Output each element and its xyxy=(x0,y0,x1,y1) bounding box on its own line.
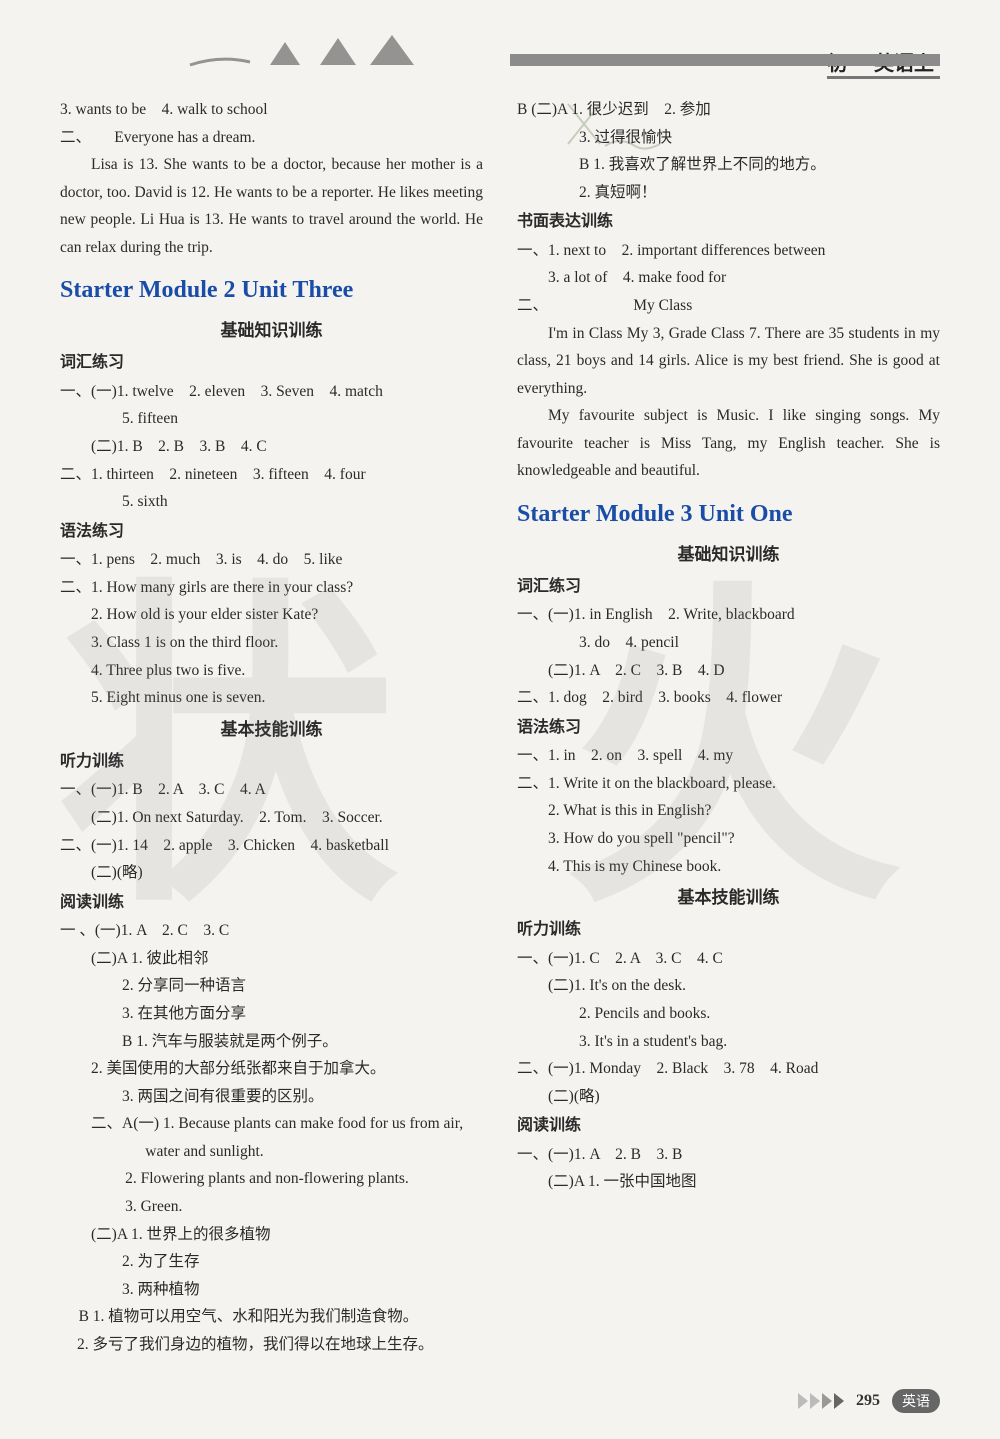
answer-line: 2. 为了生存 xyxy=(60,1248,483,1276)
essay-body: My favourite subject is Music. I like si… xyxy=(517,402,940,485)
answer-line: 2. 真短啊！ xyxy=(517,179,940,207)
answer-line: 3. 在其他方面分享 xyxy=(60,1000,483,1028)
answer-line: B 1. 我喜欢了解世界上不同的地方。 xyxy=(517,151,940,179)
answer-line: 2. Flowering plants and non-flowering pl… xyxy=(60,1165,483,1193)
answer-line: 二、1. Write it on the blackboard, please. xyxy=(517,770,940,798)
answer-line: 5. sixth xyxy=(60,488,483,516)
subsection-vocab: 词汇练习 xyxy=(517,573,940,601)
subsection-grammar: 语法练习 xyxy=(517,714,940,742)
answer-line: 二、A(一) 1. Because plants can make food f… xyxy=(60,1110,483,1165)
subsection-listening: 听力训练 xyxy=(60,748,483,776)
essay-body: I'm in Class My 3, Grade Class 7. There … xyxy=(517,320,940,403)
module-title: Starter Module 2 Unit Three xyxy=(60,269,483,312)
section-title: 基础知识训练 xyxy=(517,540,940,570)
answer-line: 一、1. pens 2. much 3. is 4. do 5. like xyxy=(60,546,483,574)
answer-line: 5. Eight minus one is seven. xyxy=(60,684,483,712)
page-footer: 295 英语 xyxy=(798,1389,940,1413)
answer-line: 二、1. thirteen 2. nineteen 3. fifteen 4. … xyxy=(60,461,483,489)
answer-line: (二)(略) xyxy=(60,859,483,887)
answer-line: B (二)A 1. 很少迟到 2. 参加 xyxy=(517,96,940,124)
answer-line: 二、(一)1. Monday 2. Black 3. 78 4. Road xyxy=(517,1055,940,1083)
answer-line: (二)1. B 2. B 3. B 4. C xyxy=(60,433,483,461)
answer-line: 3. 两国之间有很重要的区别。 xyxy=(60,1083,483,1111)
answer-line: 3. do 4. pencil xyxy=(517,629,940,657)
subsection-reading: 阅读训练 xyxy=(517,1112,940,1140)
answer-line: B 1. 汽车与服装就是两个例子。 xyxy=(60,1028,483,1056)
answer-line: (二)A 1. 世界上的很多植物 xyxy=(60,1221,483,1249)
answer-line: (二)1. A 2. C 3. B 4. D xyxy=(517,657,940,685)
subsection-vocab: 词汇练习 xyxy=(60,349,483,377)
answer-line: 二、(一)1. 14 2. apple 3. Chicken 4. basket… xyxy=(60,832,483,860)
answer-line: (二)A 1. 彼此相邻 xyxy=(60,945,483,973)
answer-line: (二)(略) xyxy=(517,1083,940,1111)
answer-line: 3. Class 1 is on the third floor. xyxy=(60,629,483,657)
page-number: 295 xyxy=(852,1392,884,1410)
answer-line: 3. How do you spell "pencil"? xyxy=(517,825,940,853)
answer-line: 一、(一)1. twelve 2. eleven 3. Seven 4. mat… xyxy=(60,378,483,406)
answer-line: 3. 两种植物 xyxy=(60,1276,483,1304)
answer-line: (二)A 1. 一张中国地图 xyxy=(517,1168,940,1196)
answer-line: 3. a lot of 4. make food for xyxy=(517,264,940,292)
subsection-writing: 书面表达训练 xyxy=(517,208,940,236)
essay-title: 二、 My Class xyxy=(517,292,940,320)
section-title: 基础知识训练 xyxy=(60,316,483,346)
module-title: Starter Module 3 Unit One xyxy=(517,493,940,536)
subsection-reading: 阅读训练 xyxy=(60,889,483,917)
answer-line: 3. It's in a student's bag. xyxy=(517,1028,940,1056)
answer-line: 2. How old is your elder sister Kate? xyxy=(60,601,483,629)
section-title: 基本技能训练 xyxy=(60,715,483,745)
answer-line: 二、1. dog 2. bird 3. books 4. flower xyxy=(517,684,940,712)
answer-line: 5. fifteen xyxy=(60,405,483,433)
answer-line: 2. What is this in English? xyxy=(517,797,940,825)
page-subject-label: 英语 xyxy=(892,1389,940,1413)
header-rule xyxy=(510,54,940,66)
section-title: 基本技能训练 xyxy=(517,883,940,913)
answer-line: 2. 美国使用的大部分纸张都来自于加拿大。 xyxy=(60,1055,483,1083)
answer-line: 3. 过得很愉快 xyxy=(517,124,940,152)
answer-line: 一 、(一)1. A 2. C 3. C xyxy=(60,917,483,945)
answer-line: 二、1. How many girls are there in your cl… xyxy=(60,574,483,602)
answer-line: (二)1. On next Saturday. 2. Tom. 3. Socce… xyxy=(60,804,483,832)
answer-line: B 1. 植物可以用空气、水和阳光为我们制造食物。 xyxy=(60,1303,483,1331)
answer-line: 3. wants to be 4. walk to school xyxy=(60,96,483,124)
answer-line: 一、1. in 2. on 3. spell 4. my xyxy=(517,742,940,770)
subsection-listening: 听力训练 xyxy=(517,916,940,944)
answer-line: 2. 多亏了我们身边的植物，我们得以在地球上生存。 xyxy=(60,1331,483,1359)
answer-line: 一、1. next to 2. important differences be… xyxy=(517,237,940,265)
answer-line: 一、(一)1. C 2. A 3. C 4. C xyxy=(517,945,940,973)
answer-line: 3. Green. xyxy=(60,1193,483,1221)
answer-line: 2. 分享同一种语言 xyxy=(60,972,483,1000)
answer-line: 2. Pencils and books. xyxy=(517,1000,940,1028)
page-content: 3. wants to be 4. walk to school 二、 Ever… xyxy=(60,96,940,1369)
answer-line: 4. This is my Chinese book. xyxy=(517,853,940,881)
answer-line: 4. Three plus two is five. xyxy=(60,657,483,685)
header-decor xyxy=(180,30,440,80)
passage-body: Lisa is 13. She wants to be a doctor, be… xyxy=(60,151,483,261)
answer-line: 一、(一)1. B 2. A 3. C 4. A xyxy=(60,776,483,804)
passage-heading: 二、 Everyone has a dream. xyxy=(60,124,483,152)
answer-line: 一、(一)1. in English 2. Write, blackboard xyxy=(517,601,940,629)
answer-line: 一、(一)1. A 2. B 3. B xyxy=(517,1141,940,1169)
subsection-grammar: 语法练习 xyxy=(60,518,483,546)
chevron-right-icon xyxy=(798,1393,844,1409)
answer-line: (二)1. It's on the desk. xyxy=(517,972,940,1000)
